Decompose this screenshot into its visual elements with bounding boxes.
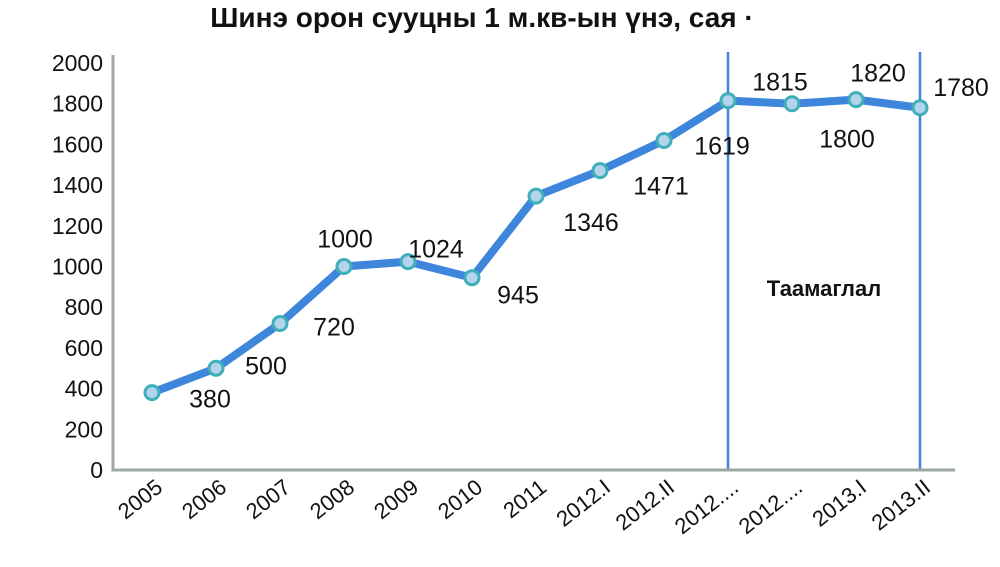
axis-lines: [111, 55, 955, 472]
chart-title: Шинэ орон сууцны 1 м.кв-ын үнэ, сая ·: [210, 2, 754, 33]
data-label-2005: 380: [189, 386, 231, 414]
x-tick-label: 2005: [113, 474, 167, 524]
data-point-2013.I: [847, 91, 865, 109]
data-label-2012....: 1815: [752, 69, 808, 97]
data-point-2010: [463, 269, 481, 287]
data-point-2008: [335, 258, 353, 275]
x-tick-label: 2012....: [670, 474, 743, 539]
data-point-2009: [399, 253, 417, 271]
data-point-2007: [271, 314, 289, 332]
data-point-2012....: [783, 95, 801, 113]
x-tick-label: 2009: [369, 474, 423, 524]
x-tick-label: 2012.II: [611, 474, 679, 535]
data-point-2006: [207, 359, 225, 377]
y-tick-label: 1000: [52, 254, 103, 280]
data-point-2012.II: [655, 132, 673, 150]
y-tick-label: 2000: [52, 50, 103, 76]
data-label-2011: 1346: [563, 209, 619, 237]
x-tick-label: 2006: [177, 474, 231, 524]
y-tick-label: 1400: [52, 172, 103, 198]
y-tick-label: 400: [65, 376, 103, 402]
data-label-2013.II: 1780: [933, 74, 989, 102]
y-tick-label: 200: [65, 416, 103, 442]
x-tick-label: 2012.I: [551, 474, 615, 531]
y-tick-label: 1800: [52, 91, 103, 117]
y-tick-label: 0: [90, 457, 103, 483]
data-point-2011: [527, 187, 545, 205]
data-label-2007: 720: [313, 313, 355, 341]
forecast-annotation: Таамаглал: [767, 276, 881, 301]
x-tick-label: 2007: [241, 474, 295, 524]
x-tick-label: 2013.II: [867, 474, 935, 535]
y-tick-label: 1200: [52, 213, 103, 239]
x-tick-label: 2012....: [734, 474, 807, 539]
data-label-2006: 500: [245, 352, 287, 380]
y-tick-label: 1600: [52, 131, 103, 157]
data-label-2008: 1000: [317, 226, 373, 254]
data-point-2012.I: [591, 162, 609, 180]
data-label-2010: 945: [497, 282, 539, 310]
x-tick-label: 2008: [305, 474, 359, 524]
y-tick-label: 600: [65, 335, 103, 361]
x-tick-label: 2011: [498, 474, 551, 523]
data-label-2013.I: 1820: [850, 60, 906, 88]
data-point-2012....: [719, 92, 737, 110]
data-point-2005: [143, 384, 161, 402]
x-tick-label: 2010: [433, 474, 487, 524]
data-label-2009: 1024: [408, 236, 464, 264]
data-label-2012.II: 1619: [694, 133, 750, 161]
y-tick-label: 800: [65, 294, 103, 320]
x-tick-label: 2013.I: [807, 474, 871, 531]
data-label-2012.I: 1471: [633, 173, 689, 201]
price-line-series: [148, 95, 924, 397]
data-label-2012....: 1800: [819, 126, 875, 154]
data-point-2013.II: [911, 99, 929, 117]
